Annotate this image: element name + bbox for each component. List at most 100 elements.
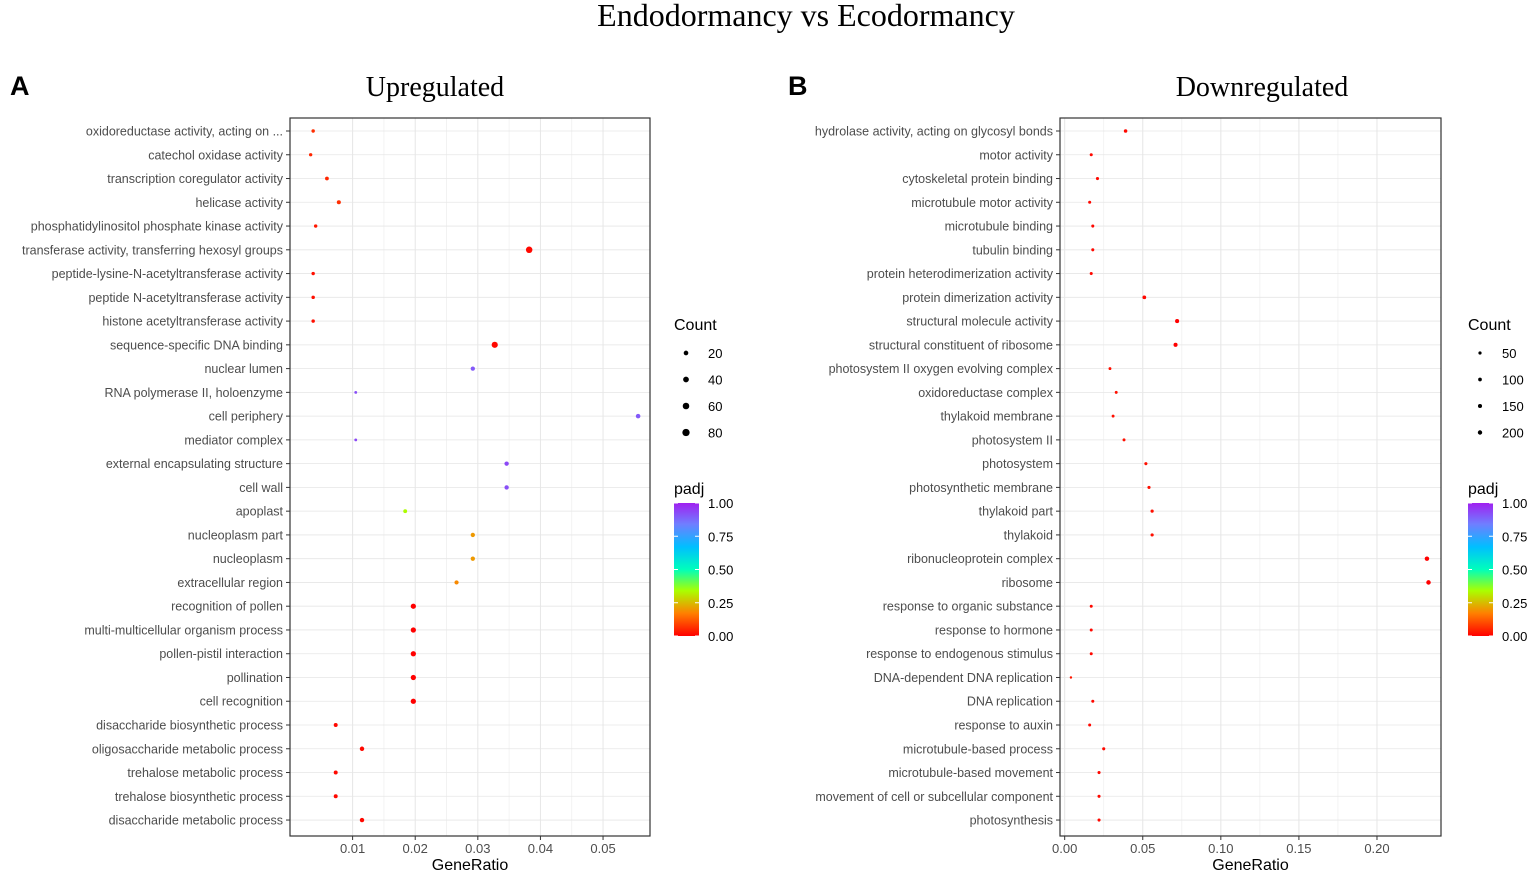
y-tick-label: protein heterodimerization activity bbox=[867, 267, 1054, 281]
y-tick-label: hydrolase activity, acting on glycosyl b… bbox=[815, 125, 1053, 139]
panel-letter: A bbox=[10, 71, 30, 101]
plot-background bbox=[1060, 118, 1441, 836]
y-tick-label: sequence-specific DNA binding bbox=[110, 338, 283, 352]
y-tick-label: cell recognition bbox=[200, 695, 283, 709]
data-point bbox=[1089, 604, 1093, 608]
data-point bbox=[410, 627, 416, 633]
x-tick-label: 0.04 bbox=[528, 841, 553, 856]
x-tick-label: 0.03 bbox=[465, 841, 490, 856]
plot-border bbox=[1059, 117, 1442, 837]
data-point bbox=[1102, 747, 1106, 751]
x-axis-label: GeneRatio bbox=[1212, 857, 1289, 874]
y-tick-label: nucleoplasm part bbox=[188, 528, 284, 542]
y-tick-label: protein dimerization activity bbox=[902, 291, 1054, 305]
colorbar-label: 0.25 bbox=[1502, 596, 1527, 611]
size-legend-key bbox=[1478, 351, 1482, 355]
y-tick-label: microtubule-based process bbox=[903, 742, 1053, 756]
y-tick-label: tubulin binding bbox=[972, 243, 1053, 257]
y-tick-label: thylakoid part bbox=[979, 505, 1054, 519]
y-tick-label: trehalose biosynthetic process bbox=[115, 790, 283, 804]
data-point bbox=[504, 485, 509, 490]
colorbar-label: 0.75 bbox=[1502, 529, 1527, 544]
data-point bbox=[354, 390, 358, 394]
data-point bbox=[1091, 699, 1095, 703]
size-legend-label: 100 bbox=[1502, 373, 1524, 388]
y-tick-label: microtubule binding bbox=[945, 220, 1053, 234]
y-tick-label: peptide N-acetyltransferase activity bbox=[88, 291, 283, 305]
data-point bbox=[333, 723, 338, 727]
y-tick-label: disaccharide metabolic process bbox=[109, 814, 283, 828]
y-tick-label: oxidoreductase activity, acting on ... bbox=[86, 125, 283, 139]
y-tick-label: ribonucleoprotein complex bbox=[907, 552, 1054, 566]
y-tick-label: external encapsulating structure bbox=[106, 457, 283, 471]
data-point bbox=[470, 366, 475, 371]
size-legend-key bbox=[1477, 403, 1483, 409]
y-tick-label: pollination bbox=[227, 671, 283, 685]
data-point bbox=[313, 224, 318, 228]
size-legend-label: 200 bbox=[1502, 426, 1524, 441]
data-point bbox=[1097, 794, 1101, 798]
x-tick-label: 0.10 bbox=[1208, 841, 1233, 856]
y-tick-label: extracellular region bbox=[177, 576, 283, 590]
x-tick-label: 0.05 bbox=[590, 841, 615, 856]
data-point bbox=[1089, 652, 1093, 656]
data-point bbox=[311, 295, 315, 300]
size-legend-key bbox=[683, 376, 689, 383]
y-tick-label: pollen-pistil interaction bbox=[159, 647, 283, 661]
data-point bbox=[1108, 367, 1112, 371]
y-tick-label: transferase activity, transferring hexos… bbox=[22, 243, 283, 257]
y-tick-label: DNA replication bbox=[967, 695, 1053, 709]
data-point bbox=[1147, 485, 1151, 489]
y-tick-label: oligosaccharide metabolic process bbox=[92, 742, 283, 756]
y-tick-label: response to endogenous stimulus bbox=[866, 647, 1053, 661]
y-tick-label: nuclear lumen bbox=[204, 362, 283, 376]
y-tick-label: photosynthesis bbox=[970, 814, 1053, 828]
size-legend-key bbox=[1477, 430, 1483, 435]
size-legend-key bbox=[1478, 377, 1482, 382]
color-legend-title: padj bbox=[674, 481, 704, 498]
y-tick-label: response to organic substance bbox=[883, 600, 1053, 614]
data-point bbox=[1091, 224, 1095, 228]
data-point bbox=[354, 438, 358, 442]
y-tick-label: thylakoid bbox=[1004, 528, 1053, 542]
y-tick-label: recognition of pollen bbox=[171, 600, 283, 614]
y-tick-label: microtubule-based movement bbox=[888, 766, 1053, 780]
data-point bbox=[491, 341, 498, 348]
y-tick-label: mediator complex bbox=[184, 433, 283, 447]
data-point bbox=[1097, 818, 1101, 822]
data-point bbox=[1114, 390, 1118, 394]
y-tick-label: oxidoreductase complex bbox=[918, 386, 1054, 400]
data-point bbox=[635, 413, 641, 419]
data-point bbox=[311, 129, 315, 133]
size-legend-label: 40 bbox=[708, 373, 722, 388]
size-legend-label: 60 bbox=[708, 399, 722, 414]
data-point bbox=[1095, 176, 1100, 181]
data-point bbox=[470, 556, 475, 561]
y-tick-label: RNA polymerase II, holoenzyme bbox=[104, 386, 283, 400]
data-point bbox=[1123, 129, 1128, 133]
data-point bbox=[311, 271, 315, 276]
data-point bbox=[311, 319, 315, 323]
y-tick-label: DNA-dependent DNA replication bbox=[874, 671, 1053, 685]
data-point bbox=[1088, 200, 1092, 204]
colorbar-label: 0.50 bbox=[708, 563, 733, 578]
colorbar-label: 1.00 bbox=[1502, 496, 1527, 511]
size-legend-key bbox=[682, 428, 690, 437]
size-legend-label: 80 bbox=[708, 426, 722, 441]
figure-title: Endodormancy vs Ecodormancy bbox=[597, 0, 1015, 33]
data-point bbox=[410, 698, 416, 704]
colorbar-label: 0.00 bbox=[1502, 629, 1527, 644]
colorbar bbox=[674, 503, 699, 636]
y-tick-label: cell wall bbox=[239, 481, 283, 495]
x-tick-label: 0.02 bbox=[403, 841, 428, 856]
data-point bbox=[410, 674, 416, 681]
colorbar-label: 1.00 bbox=[708, 496, 733, 511]
data-point bbox=[1088, 723, 1092, 727]
data-point bbox=[1426, 580, 1431, 585]
data-point bbox=[1089, 272, 1093, 276]
y-tick-label: cytoskeletal protein binding bbox=[902, 172, 1053, 186]
size-legend-label: 20 bbox=[708, 346, 722, 361]
y-tick-label: movement of cell or subcellular componen… bbox=[815, 790, 1053, 804]
colorbar-label: 0.50 bbox=[1502, 563, 1527, 578]
